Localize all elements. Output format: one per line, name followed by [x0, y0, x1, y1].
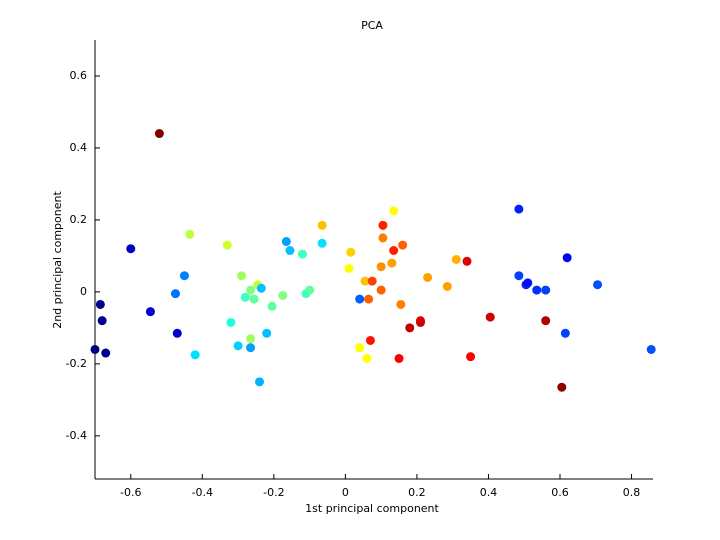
point	[423, 272, 433, 282]
point	[355, 294, 365, 304]
point	[246, 285, 256, 295]
point	[593, 280, 603, 290]
chart-title: PCA	[361, 19, 383, 32]
point	[154, 129, 164, 139]
point	[562, 253, 572, 263]
point	[317, 220, 327, 230]
point	[145, 307, 155, 317]
point	[90, 344, 100, 354]
point	[190, 350, 200, 360]
point	[305, 285, 315, 295]
y-tick-label: -0.2	[66, 357, 87, 370]
point	[317, 238, 327, 248]
y-axis-label: 2nd principal component	[51, 191, 64, 329]
point	[541, 285, 551, 295]
x-tick-label: -0.2	[263, 486, 284, 499]
point	[246, 343, 256, 353]
point	[378, 220, 388, 230]
point	[396, 299, 406, 309]
point	[514, 204, 524, 214]
x-tick-label: -0.4	[192, 486, 213, 499]
point	[360, 276, 370, 286]
point	[389, 246, 399, 256]
point	[185, 229, 195, 239]
x-tick-label: 0	[342, 486, 349, 499]
point	[365, 335, 375, 345]
point	[376, 262, 386, 272]
x-axis-label: 1st principal component	[305, 502, 439, 515]
x-tick-label: 0.8	[623, 486, 641, 499]
point	[514, 271, 524, 281]
point	[462, 256, 472, 266]
point	[172, 328, 182, 338]
point	[267, 301, 277, 311]
point	[101, 348, 111, 358]
point	[485, 312, 495, 322]
point	[362, 353, 372, 363]
point	[646, 344, 656, 354]
point	[297, 249, 307, 259]
point	[233, 341, 243, 351]
point	[226, 317, 236, 327]
point	[237, 271, 247, 281]
point	[240, 292, 250, 302]
point	[398, 240, 408, 250]
point	[256, 283, 266, 293]
y-tick-label: 0.4	[70, 141, 88, 154]
point	[378, 233, 388, 243]
point	[97, 316, 107, 326]
point	[255, 377, 265, 387]
point	[451, 255, 461, 264]
y-tick-label: -0.4	[66, 429, 87, 442]
point	[344, 263, 354, 273]
point	[557, 382, 567, 392]
y-tick-label: 0.2	[70, 213, 88, 226]
point	[364, 294, 374, 304]
y-tick-label: 0.6	[70, 69, 88, 82]
point	[416, 317, 425, 327]
point	[376, 285, 386, 295]
x-tick-label: 0.6	[551, 486, 569, 499]
point	[179, 271, 189, 281]
point	[466, 352, 476, 362]
point	[387, 258, 397, 268]
point	[442, 281, 452, 291]
point	[249, 294, 259, 304]
point	[560, 328, 570, 338]
point	[532, 285, 542, 295]
point	[389, 206, 399, 216]
point	[170, 289, 180, 299]
point	[95, 299, 105, 309]
point	[246, 334, 256, 344]
point	[541, 316, 551, 326]
x-tick-label: -0.6	[120, 486, 141, 499]
point	[222, 240, 232, 250]
point	[285, 246, 295, 256]
point	[278, 290, 288, 300]
point	[346, 247, 356, 257]
point	[281, 237, 291, 247]
point	[405, 323, 415, 333]
point	[262, 328, 272, 338]
point	[394, 353, 404, 363]
y-tick-label: 0	[80, 285, 87, 298]
x-tick-label: 0.4	[480, 486, 498, 499]
x-tick-label: 0.2	[408, 486, 426, 499]
point	[367, 276, 377, 286]
point	[523, 278, 533, 288]
point	[126, 244, 136, 254]
point	[355, 343, 365, 353]
